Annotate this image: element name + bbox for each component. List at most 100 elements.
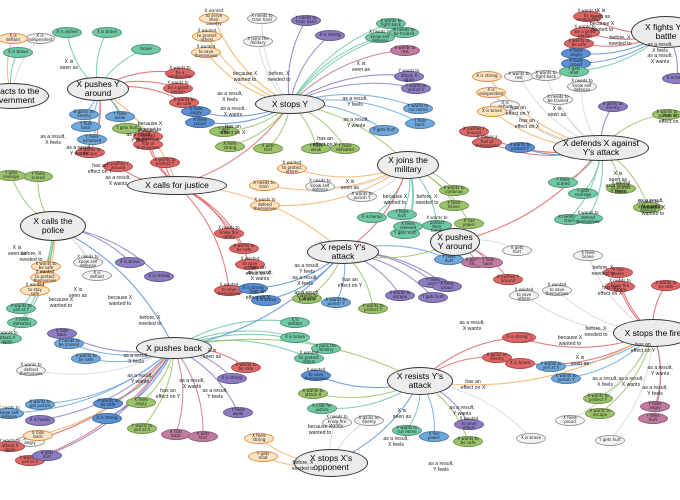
graph-leaf-node[interactable]: X has power [454,217,484,229]
graph-leaf-node[interactable]: X makes a fool of themselves [133,137,163,150]
graph-leaf-node[interactable]: Y feels weak [105,110,135,122]
graph-leaf-node[interactable]: Y falls back [405,117,435,129]
graph-leaf-node[interactable]: X needs to know self defense [305,179,335,192]
graph-leaf-node[interactable]: X is strong [92,412,122,424]
graph-leaf-node[interactable]: X is brave [477,105,507,117]
graph-leaf-node[interactable]: X wants to attack X [298,387,328,399]
graph-leaf-node[interactable]: X pushes Y around [493,273,523,285]
graph-leaf-node[interactable]: X wants to punish Y [551,372,581,384]
graph-leaf-node[interactable]: X is strong [472,70,502,82]
graph-leaf-node[interactable]: Y gets hurt [595,434,625,446]
graph-leaf-node[interactable]: X needs to know fire safety [322,415,352,428]
graph-leaf-node[interactable]: Y feels hurt [638,412,668,424]
graph-leaf-node[interactable]: X needs to know self defense [0,406,24,419]
graph-leaf-node[interactable]: Y feels scared [23,170,53,182]
graph-event-node[interactable]: X calls for justice [127,175,227,195]
graph-leaf-node[interactable]: X is independent [476,86,506,98]
graph-leaf-node[interactable]: X wants to get justice [25,398,55,410]
graph-leaf-node[interactable]: X wants to fight back [531,69,561,81]
graph-leaf-node[interactable]: X wanted to save themselves [191,45,221,58]
graph-leaf-node[interactable]: X needs to know fire safety [605,279,635,292]
graph-leaf-node[interactable]: X needs to be trained [389,26,419,38]
graph-leaf-node[interactable]: X feels proud [555,414,585,426]
graph-leaf-node[interactable]: X wanted to save others [454,417,484,430]
graph-leaf-node[interactable]: Y wants to attack X again [0,439,25,452]
graph-leaf-node[interactable]: Y feels defeated [7,316,37,328]
graph-leaf-node[interactable]: X needs to train [249,179,279,191]
graph-leaf-node[interactable]: X wants to protect Y [583,392,613,404]
graph-leaf-node[interactable]: X wants to be safe [453,435,483,447]
graph-leaf-node[interactable]: X feels proud [432,280,462,292]
graph-leaf-node[interactable]: Y falls back [71,120,101,132]
graph-event-node[interactable]: X pushes Y around [67,77,129,101]
graph-leaf-node[interactable]: Y wants to yell at X [536,360,566,372]
graph-leaf-node[interactable]: Y gets mad [248,450,278,462]
graph-leaf-node[interactable]: X wants to continue [439,184,469,196]
graph-leaf-node[interactable]: X wants to punish Y [347,190,377,202]
graph-leaf-node[interactable]: X falls back [23,429,53,441]
graph-leaf-node[interactable]: X feels angry [181,105,211,117]
graph-leaf-node[interactable]: X wants to yell at Y [6,302,36,314]
graph-leaf-node[interactable]: Y gets hurt [112,122,142,134]
graph-event-node[interactable]: X stops Y [255,94,325,114]
graph-leaf-node[interactable]: X is defiant [0,32,28,44]
graph-leaf-node[interactable]: X wants to be safe [93,397,123,409]
graph-leaf-node[interactable]: Y wants to yell at X [292,292,322,304]
graph-leaf-node[interactable]: X pushes Y around [459,125,489,137]
graph-event-node[interactable]: X defends X against Y's attack [553,135,649,161]
graph-leaf-node[interactable]: X wants to punish Y [321,296,351,308]
graph-leaf-node[interactable]: X is strong [238,282,268,294]
graph-leaf-node[interactable]: X is brave [92,26,122,38]
graph-leaf-node[interactable]: X is brave [280,331,310,343]
graph-leaf-node[interactable]: X wanted to save others [509,288,539,301]
graph-leaf-node[interactable]: Y gets mad [559,65,589,77]
graph-leaf-node[interactable]: X is brave [115,256,145,268]
graph-leaf-node[interactable]: X wanted to save themselves [542,283,572,296]
graph-leaf-node[interactable]: X wants to escape [385,289,415,301]
graph-leaf-node[interactable]: X wants to attack X again [0,331,22,344]
graph-leaf-node[interactable]: X is skilled [52,26,82,38]
graph-leaf-node[interactable]: X is brave [505,357,535,369]
graph-leaf-node[interactable]: Y gets mad [209,125,239,137]
graph-event-node[interactable]: X stops X's opponent [294,449,368,477]
graph-leaf-node[interactable]: X makes a fool of themselves [472,135,502,148]
graph-leaf-node[interactable]: X feels angry [561,47,591,59]
graph-leaf-node[interactable]: X needs to know self defense [567,79,597,92]
graph-event-node[interactable]: X pushes back [136,337,212,359]
graph-leaf-node[interactable]: X wanted to protect others [192,29,222,42]
graph-leaf-node[interactable]: X feels strong [244,432,274,444]
graph-leaf-node[interactable]: Y wants to run home [403,102,433,114]
graph-leaf-node[interactable]: X wanted to protect themselves [30,270,60,283]
graph-leaf-node[interactable]: X wants to be safe [651,279,680,291]
graph-event-node[interactable]: X pushes Y around [430,228,480,256]
graph-leaf-node[interactable]: X is heroic [662,72,680,84]
graph-leaf-node[interactable]: Y falls back [473,256,503,268]
graph-leaf-node[interactable]: X wants to be safe [229,242,259,254]
graph-leaf-node[interactable]: X wants to protect Y [505,141,535,153]
graph-leaf-node[interactable]: X needs to know self defense [73,255,103,268]
graph-leaf-node[interactable]: X wants to be safe [231,361,261,373]
graph-leaf-node[interactable]: X joins the military [311,342,341,354]
graph-leaf-node[interactable]: X is brave [251,294,281,306]
graph-event-node[interactable]: X calls the police [20,211,86,241]
graph-leaf-node[interactable]: X wanted to save themselves [301,368,331,381]
graph-leaf-node[interactable]: Y wants to run home [392,424,422,436]
graph-leaf-node[interactable]: X gains an enemy [482,351,512,363]
graph-leaf-node[interactable]: X wants to protect Y [358,302,388,314]
graph-leaf-node[interactable]: X is strong [315,29,345,41]
graph-leaf-node[interactable]: X gains an enemy [69,108,99,120]
graph-leaf-node[interactable]: X wants to defend themselves [573,211,603,224]
graph-leaf-node[interactable]: X feels proud [185,116,215,128]
graph-leaf-node[interactable]: X feels brave [573,249,603,261]
graph-leaf-node[interactable]: Y feels scared [548,176,578,188]
graph-leaf-node[interactable]: X feels angry [126,396,156,408]
graph-leaf-node[interactable]: X gets hurt [502,244,532,256]
graph-leaf-node[interactable]: X feels brave [439,199,469,211]
graph-leaf-node[interactable]: Y feels ashamed [77,133,107,145]
graph-leaf-node[interactable]: X feels strong [215,140,245,152]
graph-leaf-node[interactable]: X falls back [161,428,191,440]
graph-leaf-node[interactable]: Y gets revenge [0,169,26,181]
graph-leaf-node[interactable]: X wants to fix a relationship [573,9,603,22]
graph-leaf-node[interactable]: X is brave [516,432,546,444]
graph-leaf-node[interactable]: Y feels defeated [330,142,360,154]
